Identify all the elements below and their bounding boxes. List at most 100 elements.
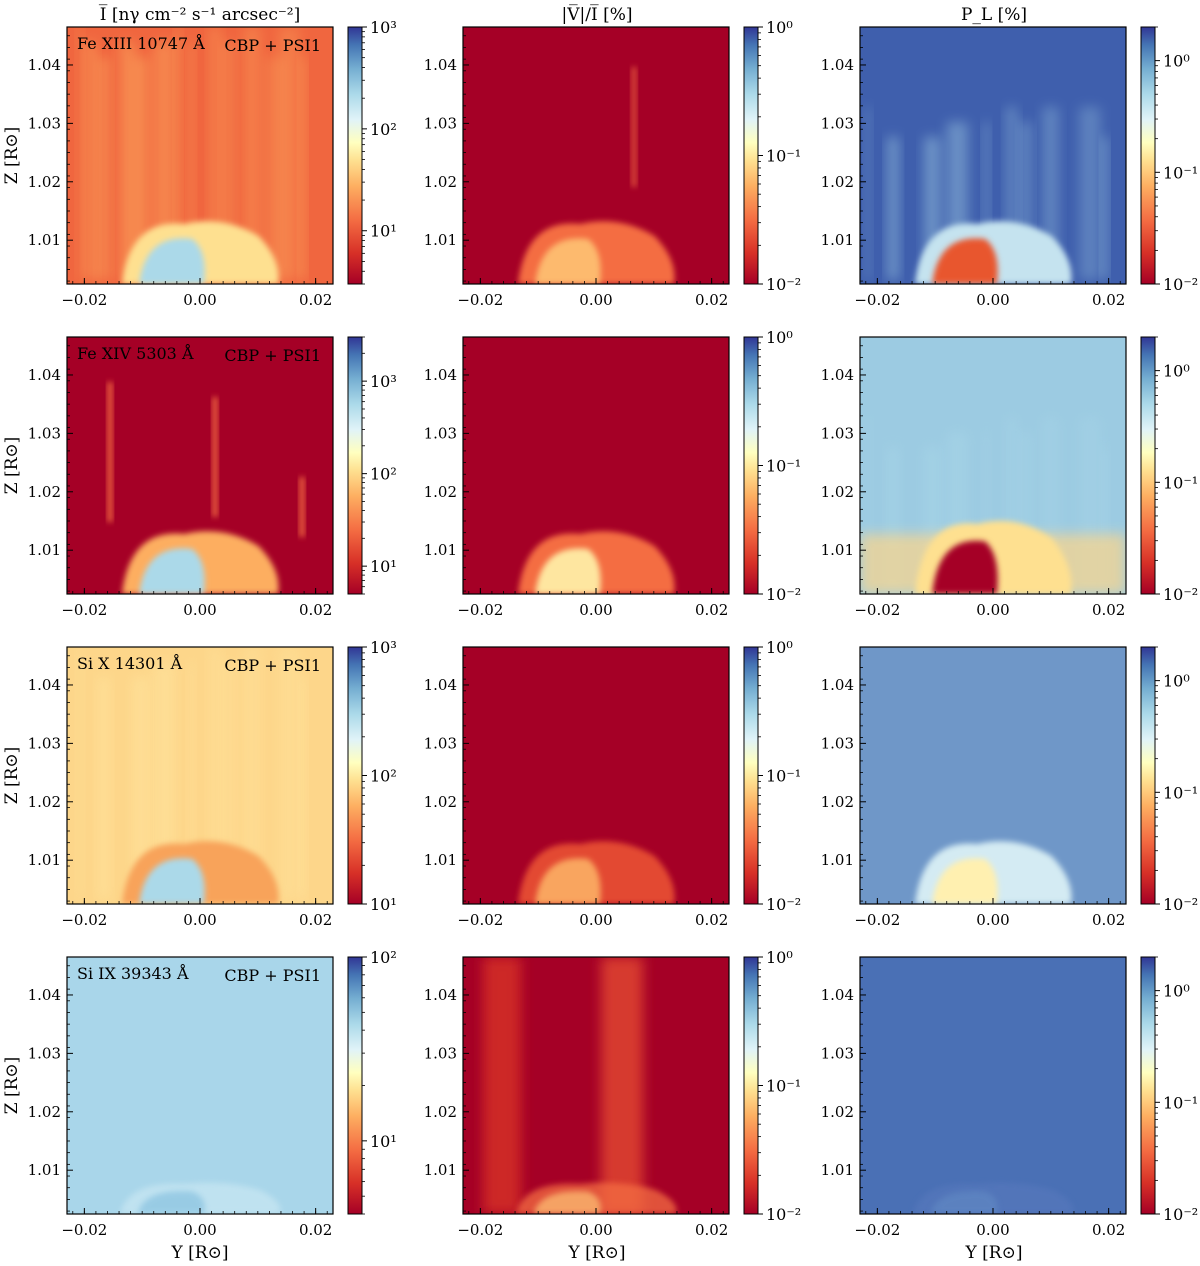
panel-r0-c0-heatmap (67, 27, 333, 284)
coronal-strand (483, 957, 521, 1214)
panel-r2-c0-heatmap (67, 647, 333, 904)
y-axis-label: Z [R⊙] (2, 747, 22, 805)
x-tick-label: −0.02 (61, 911, 107, 929)
y-tick-label: 1.04 (28, 676, 61, 694)
x-tick-label: 0.02 (299, 1221, 332, 1239)
x-tick-label: −0.02 (61, 1221, 107, 1239)
y-tick-label: 1.02 (28, 173, 61, 191)
colorbar-tick-label: 10¹ (370, 222, 397, 241)
panel-r1-c0-heatmap (67, 337, 333, 594)
colorbar-tick-label: 10² (370, 767, 397, 786)
y-tick-label: 1.03 (28, 424, 61, 442)
y-axis-label: Z [R⊙] (2, 127, 22, 185)
y-tick-label: 1.01 (424, 231, 457, 249)
y-tick-label: 1.02 (28, 793, 61, 811)
x-tick-label: 0.02 (1092, 291, 1125, 309)
coronal-strand (98, 57, 109, 280)
y-tick-label: 1.04 (821, 56, 854, 74)
y-tick-label: 1.01 (28, 1161, 61, 1179)
y-tick-label: 1.03 (28, 1044, 61, 1062)
panel-r2-c1-heatmap (463, 647, 729, 904)
colorbar (744, 27, 758, 284)
model-label: CBP + PSI1 (224, 36, 321, 55)
colorbar (1141, 957, 1155, 1214)
heatmap-background (860, 957, 1126, 1214)
y-tick-label: 1.02 (28, 1103, 61, 1121)
x-tick-label: 0.00 (579, 911, 612, 929)
y-tick-label: 1.04 (424, 986, 457, 1004)
model-label: CBP + PSI1 (224, 346, 321, 365)
y-tick-label: 1.04 (424, 366, 457, 384)
panels: Fe XIII 10747 Å CBP + PSI1 −0.02 0.00 0.02 1.… (2, 18, 1198, 1239)
colorbar-tick-label: 10³ (370, 372, 397, 391)
panel-r1-c1: −0.02 0.00 0.021.011.021.031.0410⁻²10⁻¹10⁰ (424, 328, 802, 619)
x-tick-label: −0.02 (854, 601, 900, 619)
y-tick-label: 1.03 (424, 1044, 457, 1062)
y-tick-label: 1.03 (424, 114, 457, 132)
colorbar (1141, 647, 1155, 904)
y-tick-label: 1.03 (821, 114, 854, 132)
colorbar-tick-label: 10¹ (370, 895, 397, 914)
coronal-strand (865, 107, 871, 280)
coronal-strand (265, 57, 286, 280)
x-tick-label: 0.00 (976, 911, 1009, 929)
col-title-linear-polarization: P_L [%] (961, 5, 1027, 25)
colorbar-tick-label: 10⁻² (766, 585, 801, 604)
y-tick-label: 1.04 (28, 56, 61, 74)
x-tick-label: 0.00 (579, 1221, 612, 1239)
x-tick-label: 0.00 (976, 601, 1009, 619)
panel-r3-c1: −0.02 0.00 0.02 1.01 1.02 1.03 1.04 10⁻² 10⁻¹ 10⁰ (424, 948, 802, 1239)
colorbar-tick-label: 10² (370, 120, 397, 139)
coronal-strand (299, 477, 305, 537)
y-tick-label: 1.02 (28, 483, 61, 501)
x-tick-label: 0.02 (695, 1221, 728, 1239)
colorbar-tick-label: 10⁻² (1163, 895, 1198, 914)
x-tick-label: 0.02 (695, 291, 728, 309)
colorbar-tick-label: 10³ (370, 18, 397, 37)
x-tick-label: 0.00 (976, 1221, 1009, 1239)
x-tick-label: −0.02 (61, 291, 107, 309)
colorbar-tick-label: 10⁻¹ (1163, 163, 1198, 182)
x-tick-label: −0.02 (457, 1221, 503, 1239)
y-tick-label: 1.04 (28, 986, 61, 1004)
x-tick-label: 0.00 (976, 291, 1009, 309)
colorbar-tick-label: 10³ (370, 638, 397, 657)
x-tick-label: 0.00 (183, 291, 216, 309)
colorbar-tick-label: 10⁰ (1163, 672, 1190, 691)
coronal-strand (888, 137, 899, 280)
coronal-strand (77, 647, 83, 900)
panel-r1-c2: −0.02 0.00 0.02 1.01 1.02 1.03 1.04 10⁻² 10⁻¹ 10⁰ (821, 337, 1199, 619)
y-tick-label: 1.02 (821, 483, 854, 501)
colorbar-tick-label: 10² (370, 465, 397, 484)
panel-r0-c1: −0.02 0.00 0.021.011.021.031.0410⁻²10⁻¹10⁰ (424, 18, 802, 309)
x-tick-label: 0.02 (1092, 911, 1125, 929)
colorbar-tick-label: 10⁻² (766, 275, 801, 294)
colorbar-tick-label: 10⁻¹ (1163, 783, 1198, 802)
colorbar (348, 27, 362, 284)
colorbar (348, 647, 362, 904)
y-axis-label: Z [R⊙] (2, 437, 22, 495)
x-tick-label: −0.02 (61, 601, 107, 619)
colorbar-tick-label: 10⁰ (766, 18, 793, 37)
y-tick-label: 1.04 (821, 366, 854, 384)
x-tick-label: 0.00 (183, 1221, 216, 1239)
y-tick-label: 1.01 (821, 851, 854, 869)
coronal-strand (212, 397, 218, 517)
panel-r3-c2-heatmap (860, 957, 1126, 1214)
colorbar (744, 647, 758, 904)
y-tick-label: 1.04 (28, 366, 61, 384)
coronal-strand (1079, 107, 1100, 280)
y-tick-label: 1.02 (424, 173, 457, 191)
colorbar-tick-label: 10⁻¹ (766, 457, 801, 476)
colorbar-tick-label: 10⁻² (1163, 275, 1198, 294)
panel-r1-c2-heatmap (860, 337, 1126, 594)
y-tick-label: 1.04 (821, 986, 854, 1004)
y-tick-label: 1.01 (424, 1161, 457, 1179)
y-tick-label: 1.03 (424, 734, 457, 752)
y-tick-label: 1.03 (821, 734, 854, 752)
panel-r3-c0: Si IX 39343 Å CBP + PSI1−0.02 0.00 0.021.01… (2, 948, 397, 1239)
colorbar-tick-label: 10⁻² (1163, 585, 1198, 604)
colorbar-tick-label: 10⁰ (766, 948, 793, 967)
coronal-strand (300, 57, 306, 280)
spectral-line-label: Fe XIV 5303 Å (77, 343, 194, 363)
